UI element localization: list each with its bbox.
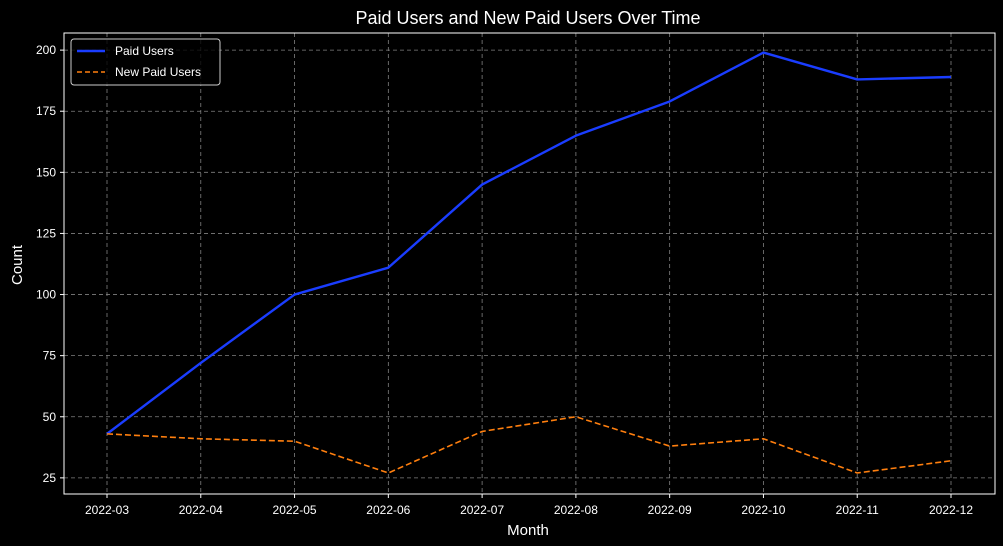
- plot-frame: [63, 32, 996, 495]
- x-tick-label: 2022-03: [85, 503, 129, 517]
- grid-lines: [64, 33, 995, 494]
- y-tick-label: 200: [36, 43, 56, 57]
- series-line-new-paid-users: [106, 415, 952, 474]
- y-axis-ticks: 25 50 75 100 125 150 175 200: [36, 43, 64, 485]
- y-tick-label: 25: [43, 471, 57, 485]
- x-tick-label: 2022-09: [648, 503, 692, 517]
- y-tick-label: 125: [36, 226, 56, 240]
- x-tick-label: 2022-07: [460, 503, 504, 517]
- series-lines: [106, 51, 952, 474]
- x-tick-label: 2022-10: [741, 503, 785, 517]
- y-tick-label: 150: [36, 165, 56, 179]
- x-axis-label: Month: [507, 522, 549, 539]
- y-tick-label: 50: [43, 410, 57, 424]
- y-tick-label: 100: [36, 288, 56, 302]
- x-tick-label: 2022-12: [929, 503, 973, 517]
- legend-box: [70, 38, 221, 86]
- x-tick-label: 2022-11: [836, 503, 879, 517]
- chart-title: Paid Users and New Paid Users Over Time: [355, 8, 700, 28]
- x-axis-ticks: 2022-03 2022-04 2022-05 2022-06 2022-07 2022-…: [85, 494, 973, 517]
- series-line-paid-users: [106, 51, 952, 435]
- legend-label: Paid Users: [115, 44, 174, 58]
- x-tick-label: 2022-06: [366, 503, 410, 517]
- legend-label: New Paid Users: [115, 65, 201, 79]
- y-axis-label: Count: [9, 244, 26, 285]
- x-tick-label: 2022-08: [554, 503, 598, 517]
- y-tick-label: 175: [36, 104, 56, 118]
- legend: Paid Users New Paid Users: [70, 38, 221, 86]
- x-tick-label: 2022-05: [273, 503, 317, 517]
- x-tick-label: 2022-04: [179, 503, 223, 517]
- y-tick-label: 75: [43, 349, 57, 363]
